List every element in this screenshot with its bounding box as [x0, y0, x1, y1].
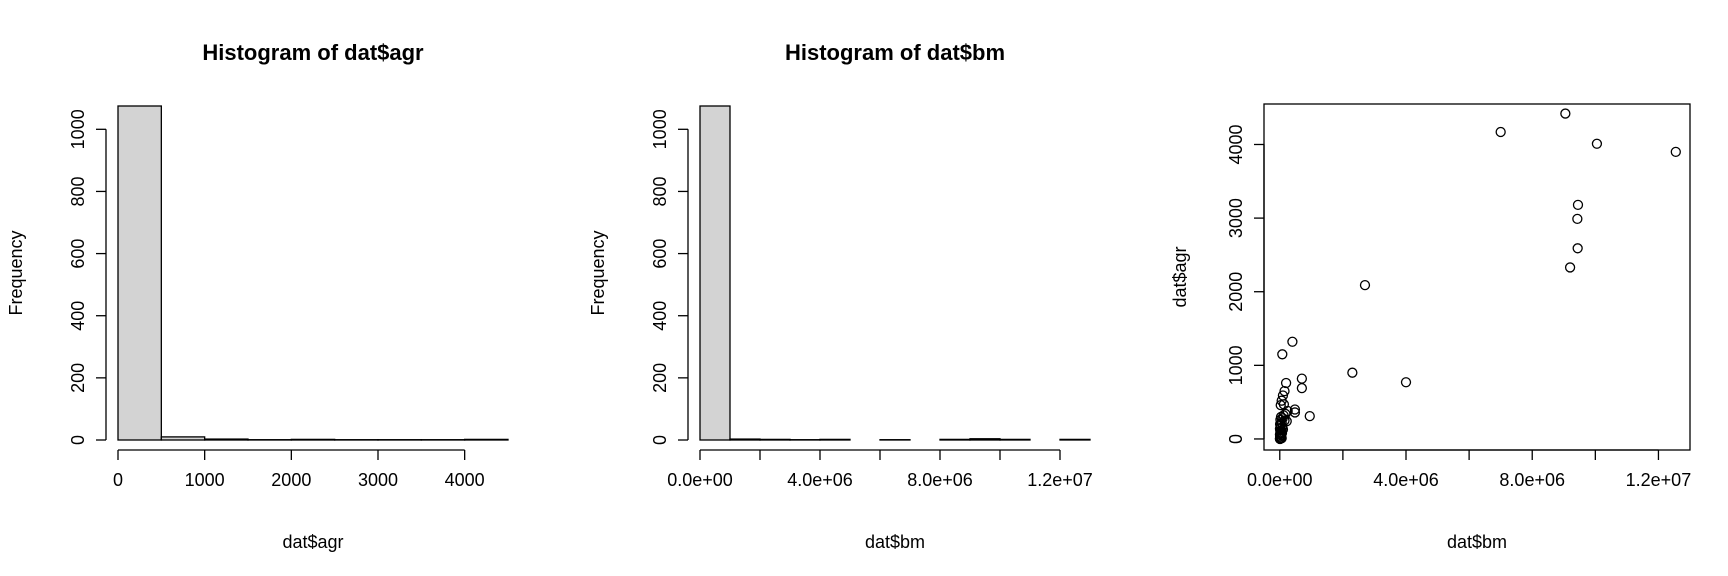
- y-tick-label: 600: [650, 239, 670, 269]
- x-tick-label: 3000: [358, 470, 398, 490]
- x-tick-label: 1.2e+07: [1027, 470, 1093, 490]
- x-tick-label: 8.0e+06: [1499, 470, 1565, 490]
- scatter-point: [1280, 377, 1292, 389]
- histogram-bm-panel: 0.0e+00 4.0e+06 8.0e+06 1.2e+07 0 200 400 600 80…: [588, 40, 1093, 552]
- scatter-point: [1296, 383, 1308, 394]
- histogram-bar: [290, 438, 336, 441]
- y-tick-label: 1000: [68, 109, 88, 149]
- x-axis-label: dat$bm: [865, 532, 925, 552]
- histogram-bar: [819, 438, 851, 441]
- scatter-point: [1276, 428, 1287, 439]
- x-tick-label: 4000: [445, 470, 485, 490]
- y-tick-label: 1000: [1226, 345, 1246, 385]
- x-tick-label: 4.0e+06: [787, 470, 853, 490]
- scatter-point: [1400, 377, 1412, 388]
- y-tick-label: 4000: [1226, 124, 1246, 164]
- scatter-point: [1564, 262, 1576, 273]
- scatter-point: [1591, 138, 1603, 149]
- x-tick-label: 1.2e+07: [1626, 470, 1692, 490]
- scatter-point: [1287, 336, 1298, 347]
- scatter-point: [1275, 399, 1286, 411]
- y-axis-label: dat$agr: [1170, 246, 1190, 307]
- histogram-bar: [999, 438, 1031, 441]
- x-axis-label: dat$bm: [1447, 532, 1507, 552]
- x-tick-label: 0.0e+00: [667, 470, 733, 490]
- histogram-bar: [204, 438, 249, 441]
- y-tick-label: 400: [68, 301, 88, 331]
- scatter-point: [1560, 108, 1571, 119]
- y-tick-label: 0: [1226, 434, 1246, 444]
- x-tick-label: 4.0e+06: [1373, 470, 1439, 490]
- scatter-point: [1289, 407, 1301, 418]
- histogram-bar: [464, 438, 509, 441]
- y-tick-label: 200: [650, 363, 670, 393]
- x-tick-label: 0: [113, 470, 123, 490]
- y-tick-label: 3000: [1226, 198, 1246, 238]
- scatter-point: [1277, 424, 1289, 435]
- histogram-bar: [759, 438, 791, 441]
- scatter-agr-vs-bm-panel: 0.0e+00 4.0e+06 8.0e+06 1.2e+07 0 1000 2000 300…: [1170, 103, 1692, 552]
- scatter-point: [1296, 373, 1308, 384]
- y-tick-label: 800: [68, 176, 88, 206]
- y-tick-label: 1000: [650, 109, 670, 149]
- scatter-point: [1289, 404, 1301, 415]
- y-tick-label: 600: [68, 239, 88, 269]
- scatter-point: [1670, 146, 1681, 158]
- scatter-point: [1359, 279, 1371, 291]
- y-tick-label: 200: [68, 363, 88, 393]
- scatter-point: [1277, 349, 1288, 360]
- y-tick-label: 2000: [1226, 272, 1246, 312]
- histogram-bar: [117, 105, 162, 441]
- scatter-point: [1279, 385, 1290, 397]
- y-tick-label: 800: [650, 176, 670, 206]
- y-tick-label: 0: [68, 435, 88, 445]
- y-tick-label: 400: [650, 301, 670, 331]
- histogram-bar: [969, 438, 1001, 441]
- y-axis-label: Frequency: [588, 230, 608, 315]
- chart-title: Histogram of dat$agr: [202, 40, 424, 65]
- x-tick-label: 1000: [185, 470, 225, 490]
- x-tick-label: 8.0e+06: [907, 470, 973, 490]
- histogram-agr-panel: 0 1000 2000 3000 4000 0 200 400 600 800 1000 Histog…: [6, 40, 509, 552]
- scatter-point: [1572, 213, 1583, 224]
- scatter-point: [1572, 243, 1583, 254]
- x-tick-label: 0.0e+00: [1247, 470, 1313, 490]
- plot-frame: [1263, 103, 1691, 451]
- histogram-bar: [160, 436, 206, 441]
- scatter-point: [1572, 199, 1584, 211]
- y-tick-label: 0: [650, 435, 670, 445]
- histogram-bar: [699, 105, 731, 441]
- scatter-point: [1495, 126, 1506, 138]
- histogram-bar: [939, 438, 971, 441]
- x-tick-label: 2000: [271, 470, 311, 490]
- scatter-point: [1347, 367, 1358, 378]
- histogram-bar: [729, 438, 761, 441]
- x-axis-label: dat$agr: [282, 532, 343, 552]
- y-axis-label: Frequency: [6, 230, 26, 315]
- chart-title: Histogram of dat$bm: [785, 40, 1005, 65]
- scatter-point: [1304, 410, 1315, 422]
- histogram-bar: [1059, 438, 1091, 441]
